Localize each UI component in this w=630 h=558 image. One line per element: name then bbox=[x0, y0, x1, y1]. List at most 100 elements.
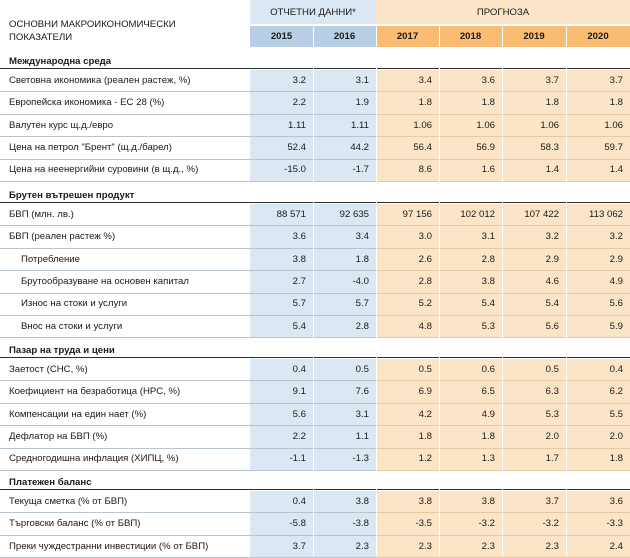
table-row: Компенсации на един нает (%) 5.6 3.1 4.2 4.9… bbox=[0, 403, 630, 427]
value-cell-2015: 9.1 bbox=[250, 381, 313, 404]
row-label: Потребление bbox=[0, 249, 250, 272]
value-cell-2015: 0.4 bbox=[250, 491, 313, 514]
indicators-column-header: ОСНОВНИ МАКРОИКОНОМИЧЕСКИ ПОКАЗАТЕЛИ bbox=[9, 18, 176, 44]
value-cell-2015: 3.8 bbox=[250, 248, 313, 272]
table-row: БВП (реален растеж %) 3.6 3.4 3.0 3.1 3.2 3.2 bbox=[0, 226, 630, 249]
value-cell-2020: 5.9 bbox=[566, 316, 630, 339]
value-cell-2020: 2.4 bbox=[566, 535, 630, 558]
value-cell-2015: -1.1 bbox=[250, 448, 313, 471]
value-cell-2018: 2.3 bbox=[439, 535, 502, 558]
value-cell-2019: 3.7 bbox=[502, 491, 566, 514]
column-separator bbox=[439, 26, 440, 556]
value-cell-2018: 1.8 bbox=[439, 92, 502, 115]
value-cell-2016: 0.5 bbox=[313, 359, 376, 382]
value-cell-2017: 2.3 bbox=[376, 535, 439, 558]
value-cell-2019: 5.3 bbox=[502, 403, 566, 427]
value-cell-2016: 1.11 bbox=[313, 114, 376, 138]
section-title: Международна среда bbox=[9, 56, 112, 67]
value-cell-2019: 5.4 bbox=[502, 293, 566, 316]
value-cell-2019: 3.2 bbox=[502, 226, 566, 249]
value-cell-2016: 7.6 bbox=[313, 381, 376, 404]
indicators-header-line1: ОСНОВНИ МАКРОИКОНОМИЧЕСКИ bbox=[9, 19, 176, 30]
row-label: Износ на стоки и услуги bbox=[0, 294, 250, 316]
value-cell-2017: 5.2 bbox=[376, 293, 439, 316]
value-cell-2019: -3.2 bbox=[502, 513, 566, 536]
row-label: Цена на неенергийни суровини (в щ.д., %) bbox=[0, 160, 250, 182]
row-label: БВП (реален растеж %) bbox=[0, 226, 250, 249]
value-cell-2016: 3.8 bbox=[313, 491, 376, 514]
row-label: Средногодишна инфлация (ХИПЦ, %) bbox=[0, 449, 250, 471]
value-cell-2019: 0.5 bbox=[502, 359, 566, 382]
value-cell-2018: 3.1 bbox=[439, 226, 502, 249]
year-header-2018: 2018 bbox=[439, 26, 502, 47]
value-cell-2016: -4.0 bbox=[313, 271, 376, 294]
table-row: БВП (млн. лв.) 88 571 92 635 97 156 102 012 1… bbox=[0, 204, 630, 227]
value-cell-2017: 3.4 bbox=[376, 70, 439, 93]
value-cell-2020: 1.8 bbox=[566, 92, 630, 115]
value-cell-2019: 2.3 bbox=[502, 535, 566, 558]
value-cell-2017: -3.5 bbox=[376, 513, 439, 536]
forecast-header: ПРОГНОЗА bbox=[376, 0, 630, 24]
value-cell-2019: 3.7 bbox=[502, 70, 566, 93]
value-cell-2015: 5.6 bbox=[250, 403, 313, 427]
table-row: Дефлатор на БВП (%) 2.2 1.1 1.8 1.8 2.0 2.0 bbox=[0, 426, 630, 449]
table-row: Търговски баланс (% от БВП) -5.8 -3.8 -3.5-… bbox=[0, 513, 630, 536]
value-cell-2015: 2.7 bbox=[250, 271, 313, 294]
value-cell-2016: 5.7 bbox=[313, 293, 376, 316]
year-header-2019: 2019 bbox=[502, 26, 566, 47]
table-row: Преки чуждестранни инвестиции (% от БВП)… bbox=[0, 535, 630, 558]
value-cell-2017: 4.8 bbox=[376, 316, 439, 339]
row-label: Заетост (СНС, %) bbox=[0, 359, 250, 382]
value-cell-2018: 102 012 bbox=[439, 204, 502, 227]
value-cell-2020: 5.5 bbox=[566, 403, 630, 427]
value-cell-2017: 2.8 bbox=[376, 271, 439, 294]
value-cell-2016: 3.4 bbox=[313, 226, 376, 249]
value-cell-2020: 3.2 bbox=[566, 226, 630, 249]
value-cell-2015: -5.8 bbox=[250, 513, 313, 536]
value-cell-2017: 0.5 bbox=[376, 359, 439, 382]
value-cell-2018: 5.3 bbox=[439, 316, 502, 339]
row-label: Коефициент на безработица (НРС, %) bbox=[0, 381, 250, 404]
value-cell-2017: 6.9 bbox=[376, 381, 439, 404]
value-cell-2018: 5.4 bbox=[439, 293, 502, 316]
value-cell-2015: 3.7 bbox=[250, 535, 313, 558]
value-cell-2016: 2.3 bbox=[313, 535, 376, 558]
value-cell-2016: -1.7 bbox=[313, 159, 376, 182]
value-cell-2018: 3.8 bbox=[439, 271, 502, 294]
value-cell-2018: 4.9 bbox=[439, 403, 502, 427]
value-cell-2020: 1.06 bbox=[566, 114, 630, 138]
value-cell-2017: 8.6 bbox=[376, 159, 439, 182]
value-cell-2018: 1.6 bbox=[439, 159, 502, 182]
year-header-2015: 2015 bbox=[250, 26, 313, 47]
table-row: Европейска икономика - ЕС 28 (%) 2.2 1.9 1.… bbox=[0, 92, 630, 115]
value-cell-2018: 3.6 bbox=[439, 70, 502, 93]
value-cell-2020: 4.9 bbox=[566, 271, 630, 294]
indicators-header-line2: ПОКАЗАТЕЛИ bbox=[9, 32, 73, 43]
value-cell-2018: 0.6 bbox=[439, 359, 502, 382]
section-title: Брутен вътрешен продукт bbox=[9, 190, 135, 201]
value-cell-2017: 2.6 bbox=[376, 248, 439, 272]
table-row: Валутен курс щ.д./евро 1.11 1.11 1.06 1.06 1.… bbox=[0, 114, 630, 138]
value-cell-2016: 44.2 bbox=[313, 137, 376, 160]
value-cell-2019: 5.6 bbox=[502, 316, 566, 339]
value-cell-2020: 6.2 bbox=[566, 381, 630, 404]
value-cell-2015: 0.4 bbox=[250, 359, 313, 382]
column-separator bbox=[566, 26, 567, 556]
value-cell-2015: 3.2 bbox=[250, 70, 313, 93]
value-cell-2015: 88 571 bbox=[250, 204, 313, 227]
value-cell-2020: 2.0 bbox=[566, 426, 630, 449]
value-cell-2018: 1.3 bbox=[439, 448, 502, 471]
row-label: Световна икономика (реален растеж, %) bbox=[0, 70, 250, 93]
row-label: Брутообразуване на основен капитал bbox=[0, 271, 250, 294]
value-cell-2016: 3.1 bbox=[313, 70, 376, 93]
value-cell-2016: 1.8 bbox=[313, 248, 376, 272]
row-label: БВП (млн. лв.) bbox=[0, 204, 250, 227]
value-cell-2017: 3.8 bbox=[376, 491, 439, 514]
value-cell-2017: 97 156 bbox=[376, 204, 439, 227]
year-header-2020: 2020 bbox=[566, 26, 630, 47]
column-separator bbox=[376, 26, 377, 556]
reported-data-header: ОТЧЕТНИ ДАННИ* bbox=[250, 0, 376, 24]
row-label: Цена на петрол "Брент" (щ.д./барел) bbox=[0, 137, 250, 160]
row-label: Преки чуждестранни инвестиции (% от БВП) bbox=[0, 536, 250, 558]
value-cell-2016: 92 635 bbox=[313, 204, 376, 227]
